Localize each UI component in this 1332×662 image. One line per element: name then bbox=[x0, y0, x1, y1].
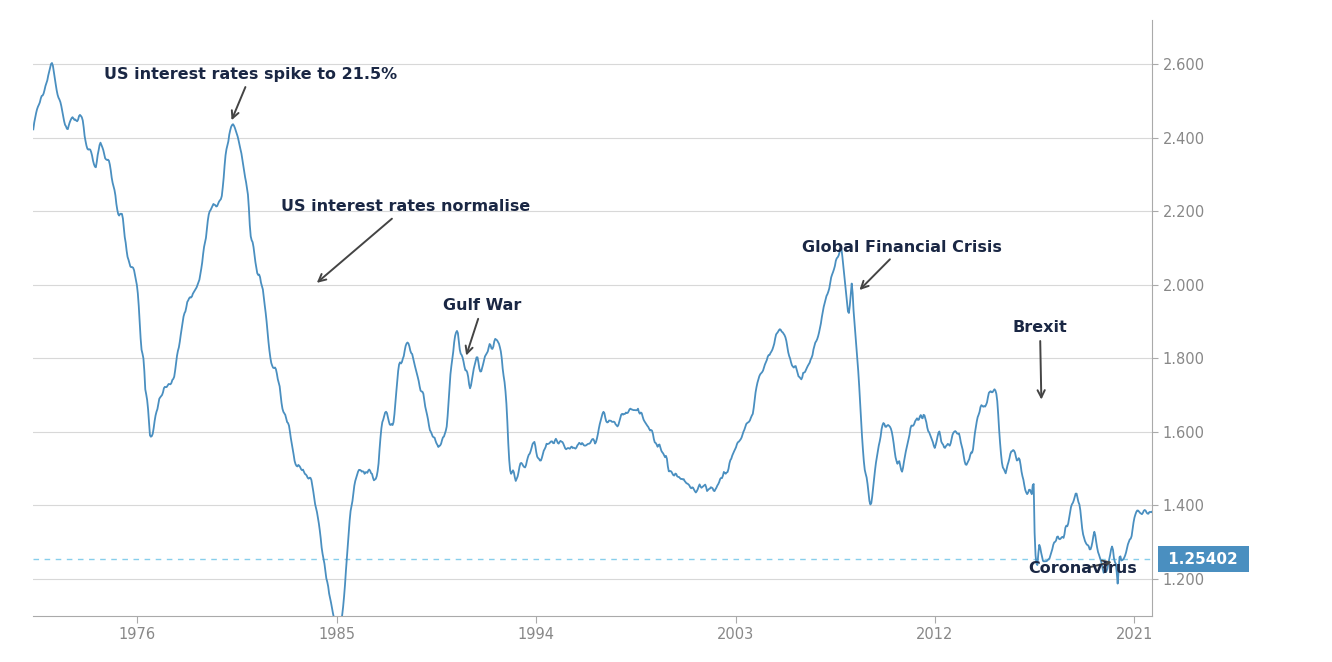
Text: Global Financial Crisis: Global Financial Crisis bbox=[802, 240, 1002, 289]
Text: US interest rates spike to 21.5%: US interest rates spike to 21.5% bbox=[104, 67, 397, 118]
Text: Coronavirus: Coronavirus bbox=[1028, 561, 1136, 577]
Text: Gulf War: Gulf War bbox=[444, 299, 522, 354]
Text: US interest rates normalise: US interest rates normalise bbox=[281, 199, 530, 281]
Text: Brexit: Brexit bbox=[1012, 320, 1067, 397]
Text: 1.25402: 1.25402 bbox=[1163, 551, 1243, 567]
